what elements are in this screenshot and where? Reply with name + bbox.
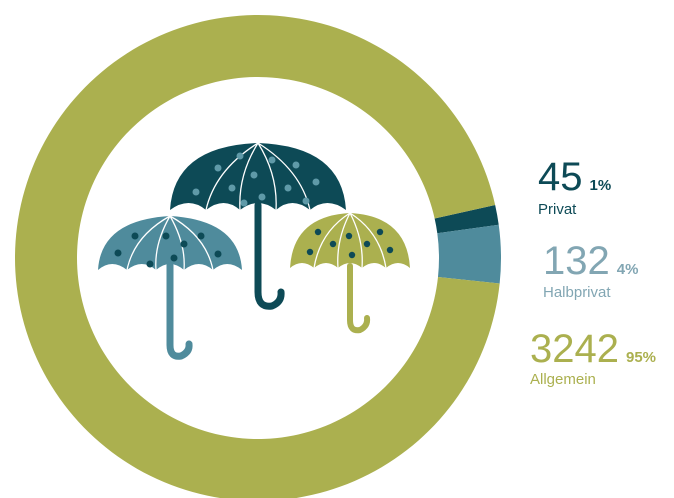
umbrella-handle — [254, 201, 285, 310]
umbrella-dots — [192, 152, 320, 207]
donut-slice — [437, 224, 501, 284]
value-label: 3242 — [530, 327, 619, 371]
value-label: 45 — [538, 155, 583, 199]
umbrella-ribs — [205, 142, 311, 211]
share-label: 1% — [590, 177, 612, 194]
umbrella-ribs — [126, 215, 214, 271]
donut — [15, 15, 501, 498]
umbrellas — [98, 142, 410, 360]
legend-label: Privat — [538, 201, 577, 218]
legend: 45 1% Privat 132 4% Halbprivat 3242 95% Allgemei… — [530, 155, 656, 388]
donut-slice — [434, 204, 499, 234]
share-label: 4% — [617, 261, 639, 278]
umbrella-dots — [114, 232, 222, 268]
legend-label: Allgemein — [530, 371, 596, 388]
umbrella-canopy — [170, 143, 346, 210]
legend-label: Halbprivat — [543, 284, 611, 301]
umbrella-handle — [347, 263, 371, 334]
umbrella-handle — [166, 261, 193, 360]
umbrella-canopy — [290, 213, 410, 268]
share-label: 95% — [626, 349, 656, 366]
umbrella-ribs — [313, 212, 387, 269]
umbrella-canopy — [98, 216, 242, 270]
value-label: 132 — [543, 239, 610, 283]
umbrella-dots — [306, 228, 394, 259]
